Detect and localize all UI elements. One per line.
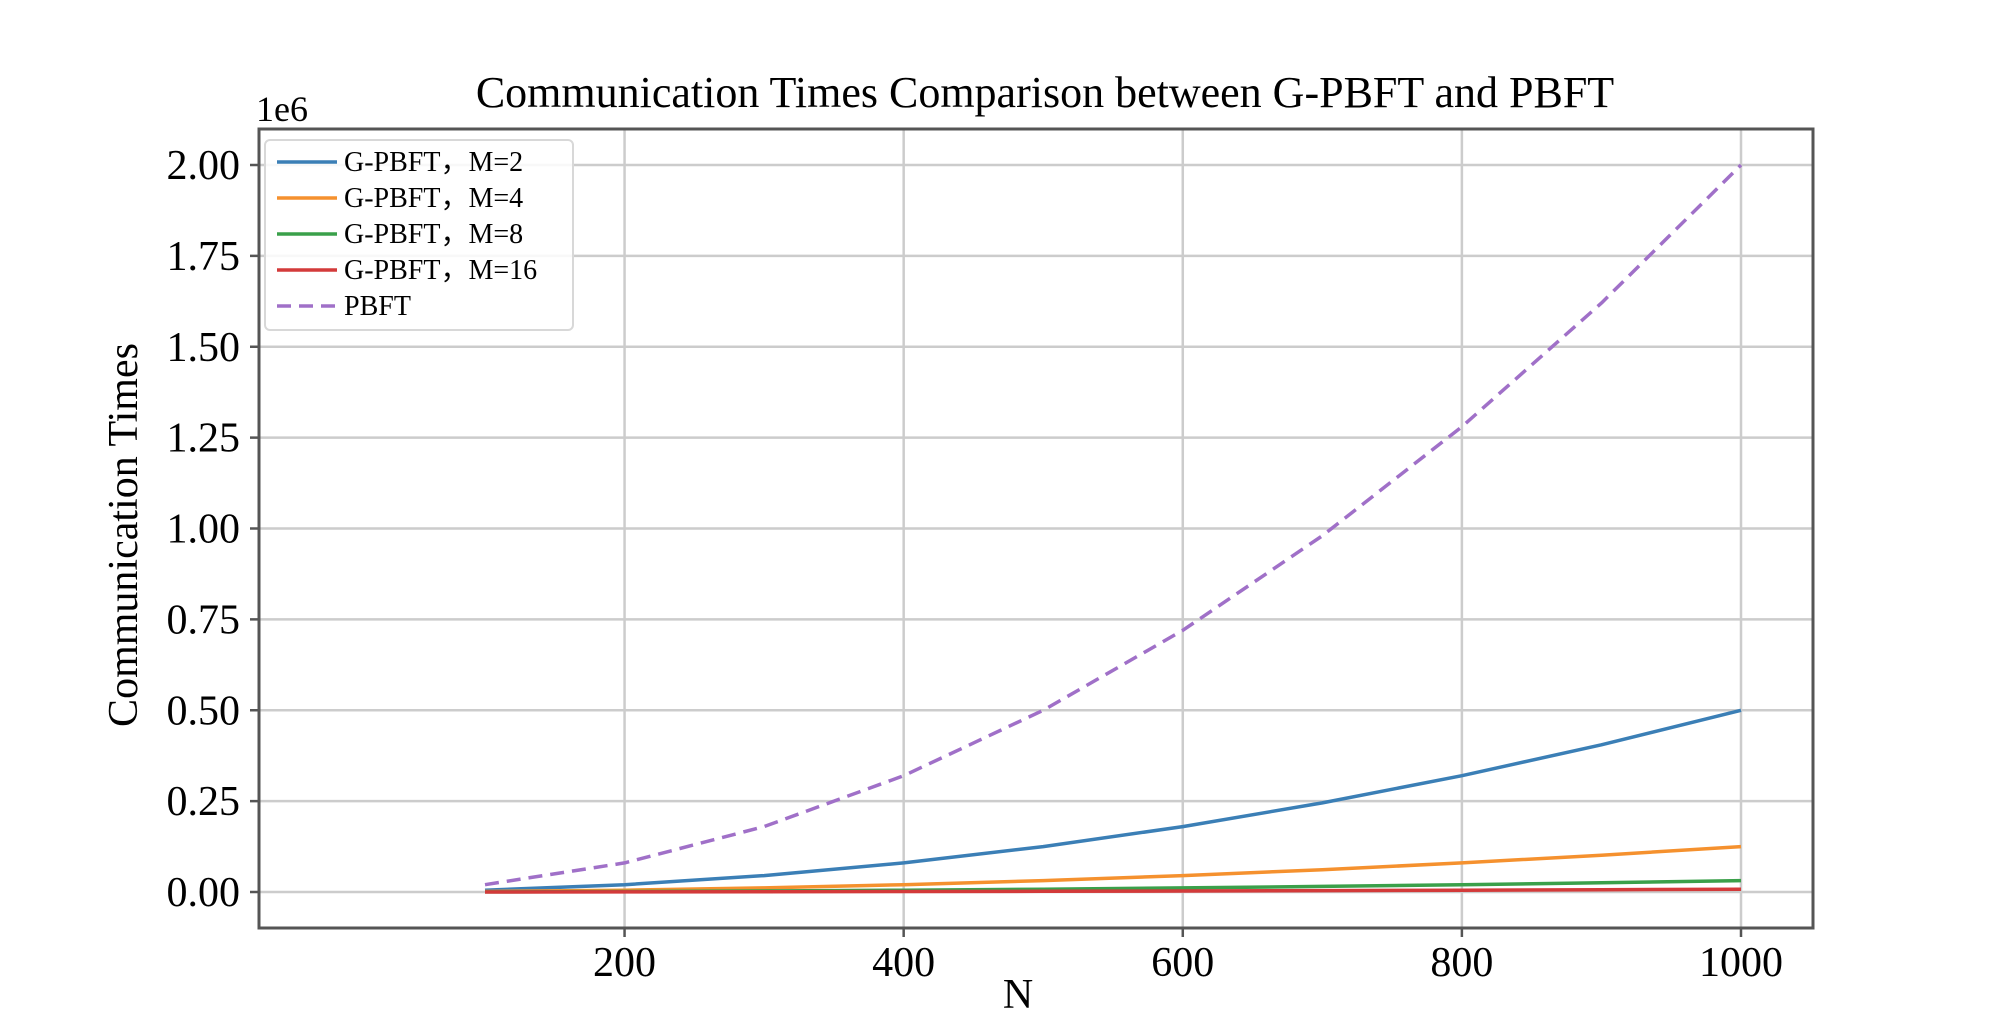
y-tick-label: 1.00 bbox=[167, 507, 241, 553]
series-line-4 bbox=[484, 887, 1742, 894]
series-line-5 bbox=[484, 163, 1743, 887]
legend-label-4: G-PBFT，M=16 bbox=[344, 255, 537, 286]
legend-label-1: G-PBFT，M=2 bbox=[344, 147, 523, 178]
x-tick-label: 800 bbox=[1430, 940, 1493, 986]
legend-label-5: PBFT bbox=[344, 291, 411, 322]
x-tick-label: 1000 bbox=[1699, 940, 1783, 986]
series-line-1 bbox=[484, 708, 1742, 892]
x-tick-label: 200 bbox=[593, 940, 656, 986]
chart-title: Communication Times Comparison between G… bbox=[476, 68, 1614, 117]
series-lines bbox=[484, 163, 1743, 894]
y-tick-label: 1.50 bbox=[167, 325, 241, 371]
y-tick-label: 1.75 bbox=[167, 234, 241, 280]
x-tick-label: 600 bbox=[1151, 940, 1214, 986]
y-tick-label: 2.00 bbox=[167, 143, 241, 189]
legend-label-3: G-PBFT，M=8 bbox=[344, 219, 523, 250]
y-tick-label: 0.25 bbox=[167, 779, 241, 825]
y-tick-label: 0.50 bbox=[167, 688, 241, 734]
axis-ticks: 200 400 600 800 1000 0.00 0.25 0.50 0.75 1.00 1.25… bbox=[167, 143, 1784, 986]
y-axis-offset-label: 1e6 bbox=[256, 89, 308, 129]
x-tick-label: 400 bbox=[872, 940, 935, 986]
y-axis-label: Communication Times bbox=[101, 343, 147, 727]
legend-label-2: G-PBFT，M=4 bbox=[344, 183, 523, 214]
x-axis-label: N bbox=[1003, 972, 1033, 1018]
y-tick-label: 1.25 bbox=[167, 416, 241, 462]
legend-box bbox=[264, 139, 574, 331]
y-tick-label: 0.00 bbox=[167, 870, 241, 916]
series-line-2 bbox=[484, 844, 1742, 894]
y-tick-label: 0.75 bbox=[167, 597, 241, 643]
legend: G-PBFT，M=2 G-PBFT，M=4 G-PBFT，M=8 G-PBFT，M=1… bbox=[264, 139, 574, 331]
